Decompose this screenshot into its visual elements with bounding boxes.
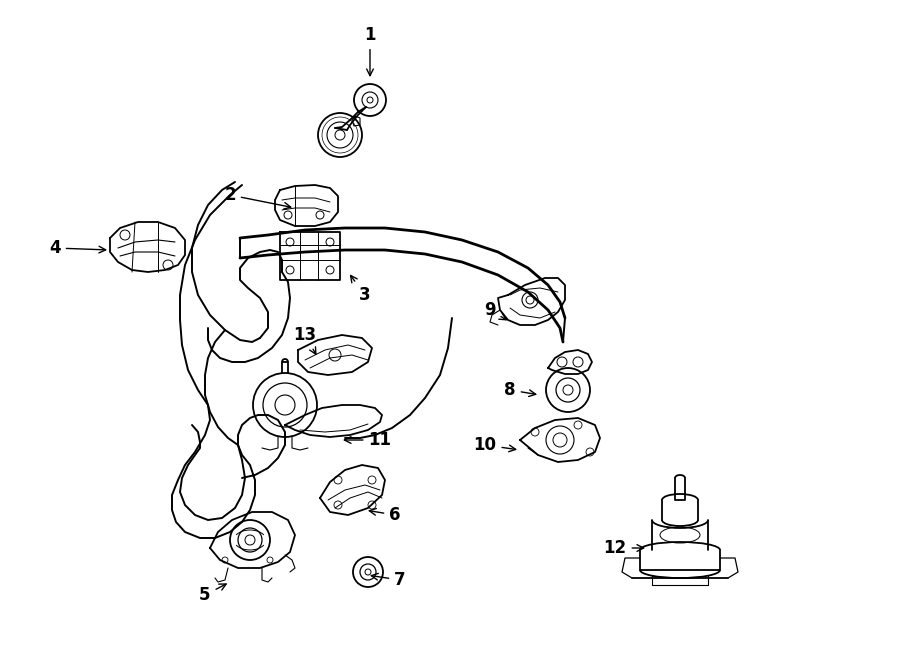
Text: 4: 4 bbox=[50, 239, 105, 257]
Text: 1: 1 bbox=[364, 26, 376, 75]
Text: 13: 13 bbox=[293, 326, 317, 354]
Text: 9: 9 bbox=[484, 301, 507, 320]
Text: 10: 10 bbox=[473, 436, 516, 454]
Text: 12: 12 bbox=[603, 539, 643, 557]
Text: 11: 11 bbox=[345, 431, 392, 449]
Text: 6: 6 bbox=[369, 506, 400, 524]
Text: 3: 3 bbox=[351, 276, 371, 304]
Text: 7: 7 bbox=[372, 571, 406, 589]
Text: 2: 2 bbox=[224, 186, 291, 209]
Text: 8: 8 bbox=[504, 381, 536, 399]
Text: 5: 5 bbox=[199, 584, 226, 604]
